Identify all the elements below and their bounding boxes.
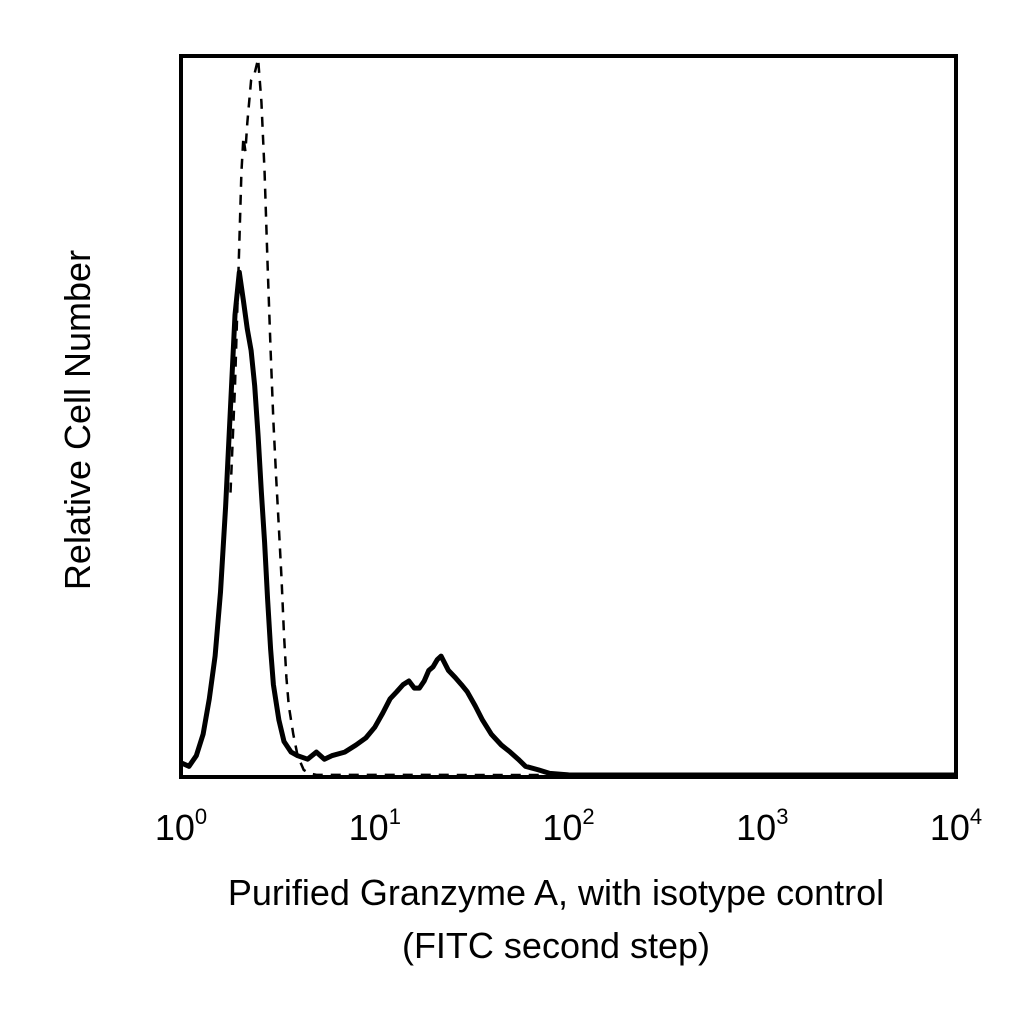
x-tick-label: 104 — [930, 804, 982, 848]
isotype-control-histogram — [229, 57, 569, 777]
x-tick-label: 100 — [155, 804, 207, 848]
x-tick-label: 103 — [736, 804, 788, 848]
granzyme-a-histogram — [181, 269, 956, 777]
x-tick-label: 102 — [542, 804, 594, 848]
x-axis-title: Purified Granzyme A, with isotype contro… — [228, 872, 884, 913]
x-tick-label: 101 — [349, 804, 401, 848]
plot-frame — [179, 54, 958, 779]
x-axis-title-line2: (FITC second step) — [402, 925, 710, 966]
y-axis-title: Relative Cell Number — [57, 250, 98, 590]
